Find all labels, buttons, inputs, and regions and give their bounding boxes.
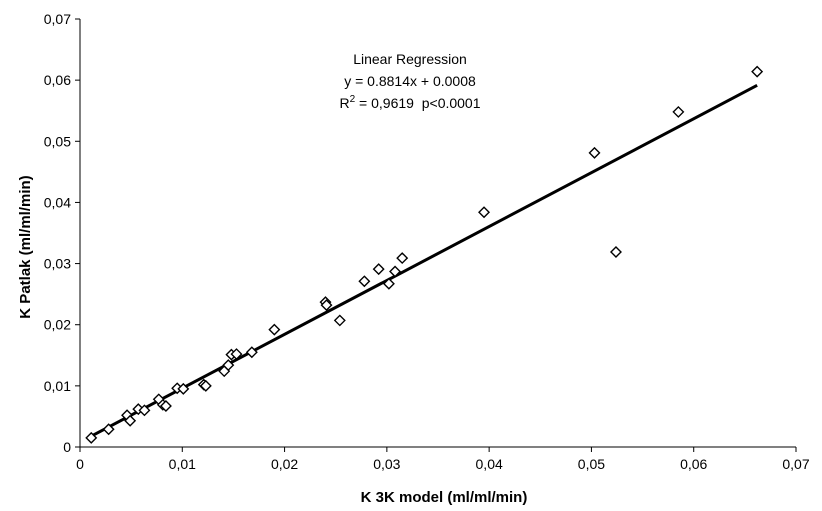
data-point <box>159 400 172 413</box>
data-points <box>85 65 764 444</box>
y-tick-label: 0,01 <box>44 378 71 394</box>
x-axis-title: K 3K model (ml/ml/min) <box>361 489 528 506</box>
regression-line-group <box>89 84 758 439</box>
y-tick-label: 0,03 <box>44 256 71 272</box>
data-point <box>245 346 258 359</box>
data-point <box>85 431 98 444</box>
y-tick-labels: 0 0,01 0,02 0,03 0,04 0,05 0,06 0,07 <box>44 11 80 455</box>
x-tick-labels: 0 0,01 0,02 0,03 0,04 0,05 0,06 0,07 <box>76 447 810 472</box>
data-point <box>389 265 402 278</box>
x-tick-label: 0 <box>76 456 84 472</box>
y-tick-label: 0,04 <box>44 194 71 210</box>
y-tick-label: 0,06 <box>44 72 71 88</box>
y-tick-label: 0 <box>63 439 71 455</box>
data-point <box>230 348 243 361</box>
data-point <box>672 105 685 118</box>
data-point <box>588 146 601 159</box>
y-tick-label: 0,07 <box>44 11 71 27</box>
data-point <box>609 245 622 258</box>
x-tick-label: 0,06 <box>680 456 707 472</box>
data-point <box>372 263 385 276</box>
annotation-equation: y = 0.8814x + 0.0008 <box>344 73 476 89</box>
y-axis-title: K Patlak (ml/ml/min) <box>17 175 34 318</box>
r2-superscript: 2 <box>350 94 356 105</box>
data-point <box>222 359 235 372</box>
data-point <box>358 275 371 288</box>
data-point <box>478 206 491 219</box>
data-point <box>138 404 151 417</box>
y-tick-label: 0,02 <box>44 317 71 333</box>
data-point <box>320 299 333 312</box>
x-tick-label: 0,02 <box>271 456 298 472</box>
x-tick-label: 0,04 <box>476 456 503 472</box>
y-tick-label: 0,05 <box>44 133 71 149</box>
data-point <box>396 252 409 265</box>
data-point <box>333 314 346 327</box>
data-point <box>124 414 137 427</box>
x-tick-label: 0,01 <box>169 456 196 472</box>
r2-prefix: R <box>339 95 349 111</box>
data-point <box>382 277 395 290</box>
annotation-title: Linear Regression <box>353 51 467 67</box>
data-point <box>102 423 115 436</box>
data-point <box>751 65 764 78</box>
data-point <box>177 382 190 395</box>
data-point <box>199 379 212 392</box>
x-tick-label: 0,05 <box>578 456 605 472</box>
x-tick-label: 0,07 <box>782 456 809 472</box>
annotation-r2: R2 = 0,9619 p<0.0001 <box>339 94 480 111</box>
regression-line <box>89 84 758 439</box>
data-point <box>268 323 281 336</box>
r2-rest: = 0,9619 p<0.0001 <box>355 95 481 111</box>
x-tick-label: 0,03 <box>373 456 400 472</box>
axes <box>79 19 796 448</box>
